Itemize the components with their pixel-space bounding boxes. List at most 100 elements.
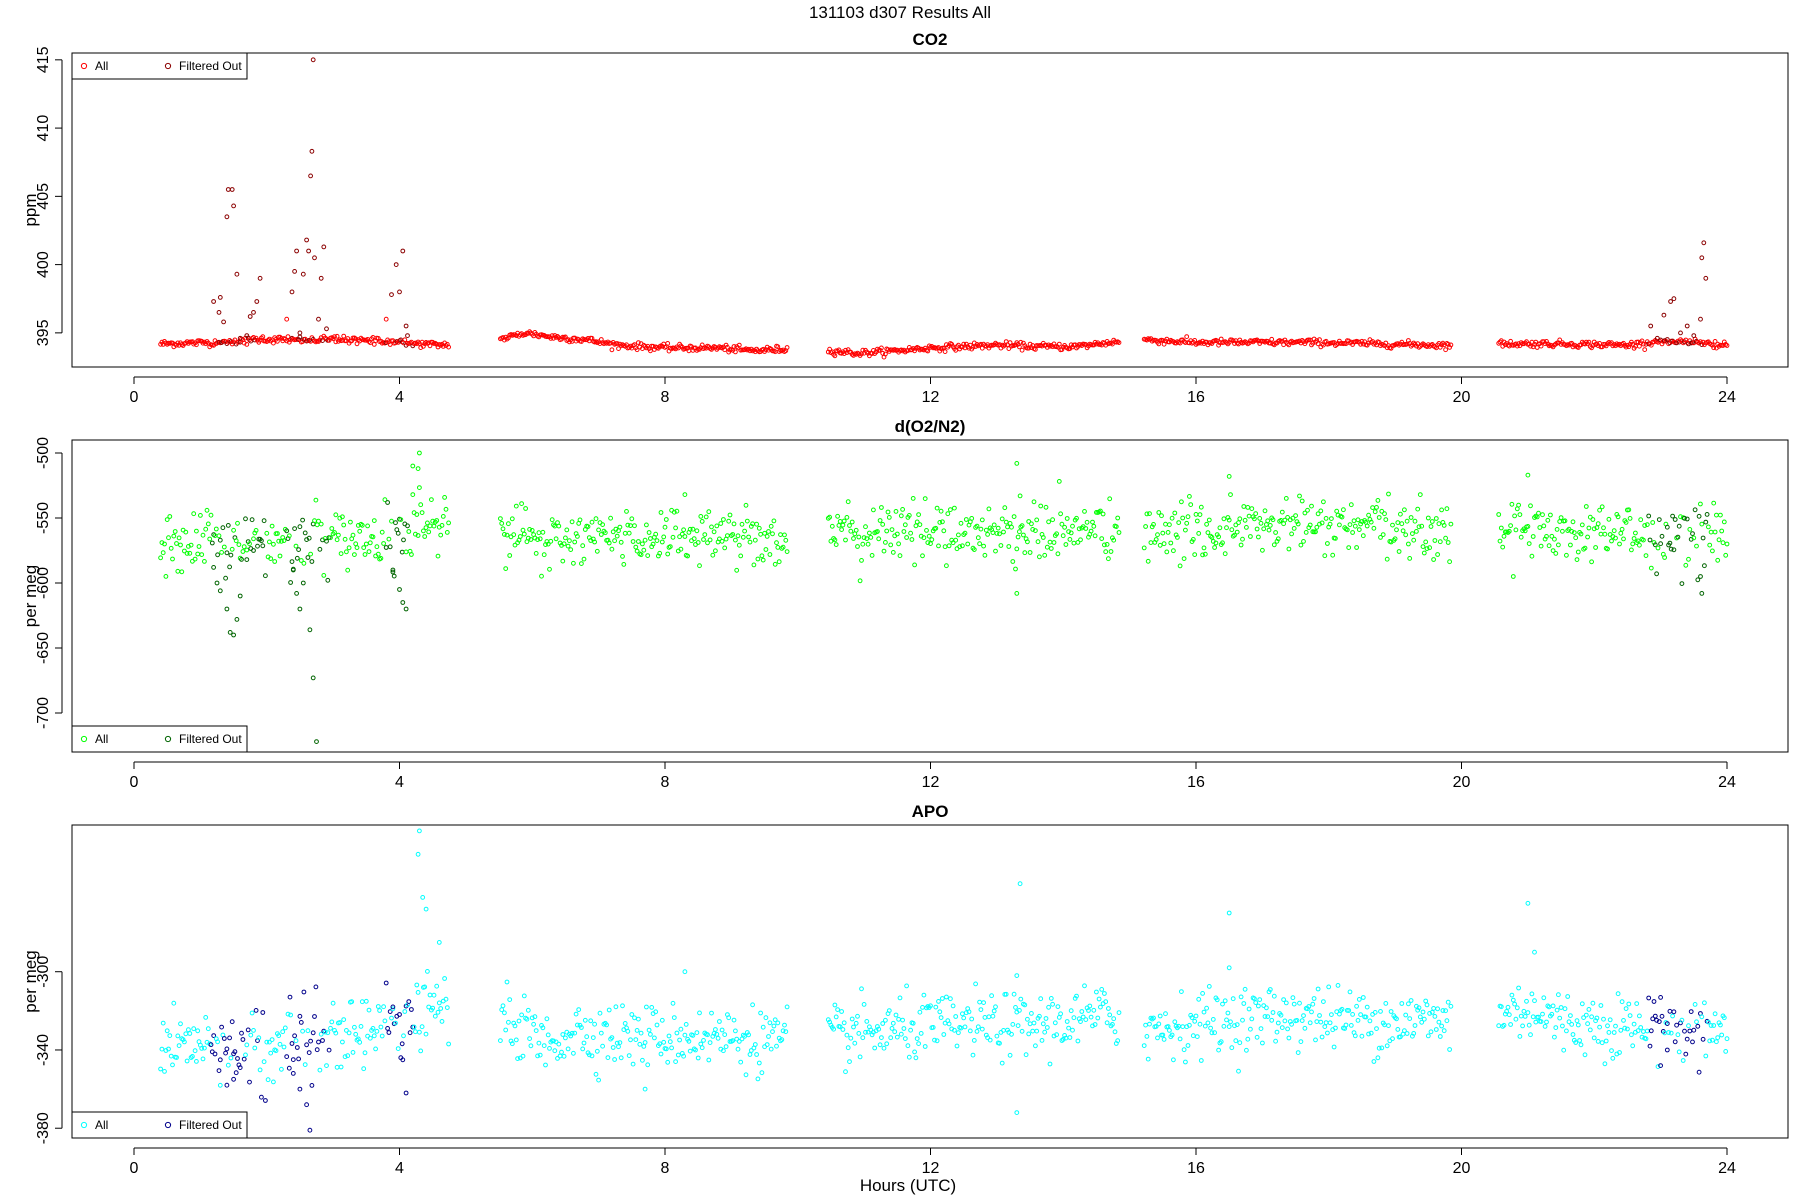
data-point (245, 1027, 251, 1033)
data-point (1196, 996, 1202, 1002)
data-point (1037, 1013, 1042, 1019)
data-point (1562, 518, 1568, 524)
data-point (1695, 577, 1701, 583)
data-point (1339, 1006, 1345, 1012)
data-point (1059, 347, 1065, 353)
data-point (1376, 515, 1382, 520)
data-point (367, 1035, 373, 1041)
data-point (1161, 541, 1167, 547)
data-point (1691, 1027, 1697, 1033)
data-point (286, 533, 292, 539)
data-point (963, 1010, 969, 1016)
data-point (1670, 1013, 1675, 1019)
data-point (346, 545, 352, 551)
data-point (1230, 996, 1236, 1002)
data-point (1561, 1047, 1567, 1053)
x-tick-label: 0 (130, 774, 139, 791)
data-point (1412, 518, 1418, 524)
data-point (362, 1050, 368, 1056)
data-point (1629, 1032, 1634, 1038)
data-point (1050, 517, 1055, 523)
data-point (1043, 504, 1049, 510)
data-point (782, 1022, 787, 1028)
data-point (1039, 1038, 1045, 1043)
data-point (713, 548, 718, 554)
data-point (427, 992, 433, 998)
data-point (941, 1032, 947, 1037)
data-point (1420, 1009, 1426, 1015)
data-point (251, 310, 256, 315)
data-point (219, 550, 225, 555)
data-point (747, 539, 753, 545)
panel-title: CO2 (913, 30, 948, 49)
data-point (621, 562, 627, 567)
data-point (164, 517, 170, 522)
data-point (779, 1037, 785, 1043)
data-point (879, 505, 884, 510)
y-axis-label: per meg (21, 950, 40, 1012)
data-point (1671, 1009, 1677, 1015)
data-point (1283, 496, 1289, 501)
data-point (346, 1030, 352, 1036)
data-point (1034, 517, 1040, 523)
data-point (1526, 541, 1532, 546)
data-point (1384, 1043, 1390, 1049)
data-point (440, 514, 446, 519)
data-point (1625, 1026, 1630, 1032)
data-point (581, 556, 587, 562)
data-point (1517, 512, 1523, 517)
data-point (1496, 1023, 1502, 1029)
data-point (904, 983, 909, 989)
data-point (1237, 1040, 1243, 1046)
data-point (962, 1024, 968, 1030)
data-point (701, 1038, 706, 1043)
data-point (610, 1045, 616, 1050)
data-point (1202, 551, 1208, 557)
data-point (293, 543, 299, 549)
data-point (776, 559, 782, 565)
data-point (513, 1037, 519, 1043)
data-point (624, 509, 629, 514)
data-point (1326, 984, 1332, 990)
data-point (1691, 535, 1697, 541)
data-point (620, 554, 625, 559)
data-point (1225, 1010, 1231, 1016)
data-point (1173, 532, 1179, 538)
data-point (752, 537, 758, 543)
data-point (221, 544, 227, 550)
data-point (288, 580, 294, 585)
data-point (196, 544, 202, 549)
data-point (507, 997, 513, 1002)
data-point (1666, 1030, 1671, 1035)
data-point (192, 1048, 198, 1054)
data-point (1216, 534, 1221, 540)
data-point (1313, 1037, 1318, 1043)
data-point (1317, 1013, 1322, 1018)
data-point (225, 187, 231, 192)
data-point (231, 203, 237, 209)
data-point (415, 851, 421, 857)
data-point (845, 1045, 851, 1051)
data-point (183, 1031, 189, 1037)
data-point (863, 1029, 868, 1035)
data-point (350, 532, 356, 538)
data-point (957, 544, 963, 550)
data-point (504, 532, 510, 538)
data-point (215, 552, 221, 558)
data-point (1339, 514, 1345, 520)
data-point (415, 533, 421, 538)
data-point (970, 1052, 976, 1058)
data-point (240, 1037, 246, 1042)
data-point (1404, 518, 1410, 524)
data-point (334, 1064, 340, 1070)
data-point (1715, 557, 1721, 563)
data-point (937, 520, 943, 525)
data-point (373, 1046, 379, 1052)
data-point (1579, 522, 1585, 528)
data-point (1675, 534, 1681, 540)
data-point (202, 1045, 207, 1051)
data-point (1368, 1030, 1374, 1036)
data-point (616, 1044, 621, 1050)
data-point (701, 537, 706, 542)
